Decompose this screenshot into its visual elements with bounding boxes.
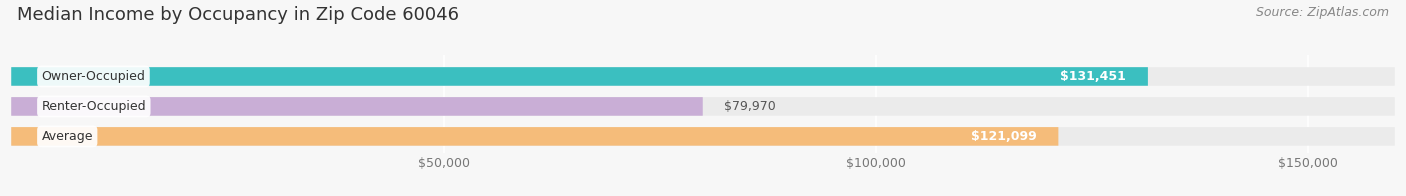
Text: Renter-Occupied: Renter-Occupied bbox=[42, 100, 146, 113]
FancyBboxPatch shape bbox=[11, 97, 1395, 116]
FancyBboxPatch shape bbox=[11, 67, 1395, 86]
FancyBboxPatch shape bbox=[11, 67, 1147, 86]
Text: Average: Average bbox=[42, 130, 93, 143]
Text: Median Income by Occupancy in Zip Code 60046: Median Income by Occupancy in Zip Code 6… bbox=[17, 6, 458, 24]
FancyBboxPatch shape bbox=[11, 127, 1059, 146]
FancyBboxPatch shape bbox=[11, 127, 1395, 146]
Text: Source: ZipAtlas.com: Source: ZipAtlas.com bbox=[1256, 6, 1389, 19]
Text: Owner-Occupied: Owner-Occupied bbox=[42, 70, 145, 83]
Text: $79,970: $79,970 bbox=[724, 100, 776, 113]
Text: $131,451: $131,451 bbox=[1060, 70, 1126, 83]
FancyBboxPatch shape bbox=[11, 97, 703, 116]
Text: $121,099: $121,099 bbox=[972, 130, 1036, 143]
